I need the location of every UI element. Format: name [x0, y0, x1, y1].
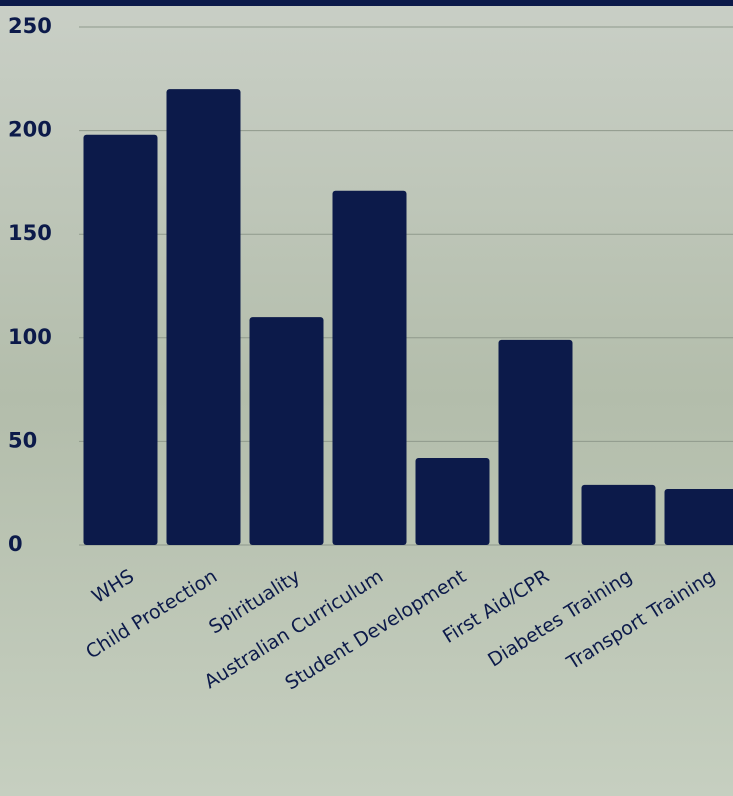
bar: [581, 484, 656, 545]
y-tick-label: 150: [8, 221, 52, 245]
y-tick-label: 250: [8, 14, 52, 38]
y-tick-label: 100: [8, 325, 52, 349]
bar: [83, 134, 158, 545]
bar: [249, 317, 324, 545]
bar: [664, 489, 733, 545]
bar: [332, 190, 407, 546]
top-bar: [0, 0, 733, 6]
y-tick-label: 0: [8, 532, 23, 556]
y-tick-label: 200: [8, 118, 52, 142]
bar: [415, 457, 490, 545]
bar: [498, 339, 573, 545]
y-tick-label: 50: [8, 428, 37, 452]
bar: [166, 89, 241, 545]
